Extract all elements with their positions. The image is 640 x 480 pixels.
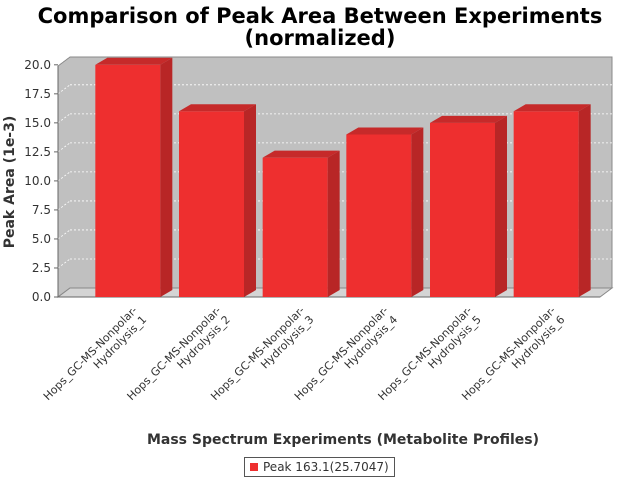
bar-side (327, 150, 340, 297)
gridline-diagonal (57, 55, 71, 66)
bar-front (346, 134, 412, 297)
gridline-diagonal (57, 113, 71, 124)
bar-front (262, 157, 328, 297)
bar-top (95, 57, 173, 65)
x-axis-title: Mass Spectrum Experiments (Metabolite Pr… (147, 432, 539, 448)
y-tick-label: 10.0 (24, 174, 51, 188)
bar (95, 57, 173, 298)
x-tick-labels: Hops_GC-MS-Nonpolar-Hydrolysis_1Hops_GC-… (41, 304, 568, 403)
bar (179, 104, 256, 298)
y-tick-label: 17.5 (24, 87, 51, 101)
legend-swatch (250, 463, 258, 471)
gridline-diagonal (57, 200, 71, 211)
bar (346, 127, 424, 298)
y-axis-title: Peak Area (1e-3) (2, 116, 18, 249)
legend-label: Peak 163.1(25.7047) (263, 460, 389, 474)
y-tick-label: 20.0 (24, 58, 51, 72)
bar-top (346, 127, 424, 135)
bar-side (578, 104, 591, 298)
bar-front (513, 111, 579, 298)
bar (513, 104, 591, 298)
y-tick-labels: 0.0 2.5 5.0 7.5 10.0 12.5 15.0 17.5 20.0 (24, 58, 58, 304)
gridline-diagonal (57, 84, 71, 95)
y-tick-label: 7.5 (32, 203, 51, 217)
bar-front (179, 111, 244, 298)
y-tick-label: 0.0 (32, 290, 51, 304)
legend: Peak 163.1(25.7047) (244, 457, 395, 477)
bar-side (495, 115, 507, 297)
bar-top (262, 150, 340, 158)
gridline-diagonal (57, 229, 71, 240)
y-tick-label: 15.0 (24, 116, 51, 130)
y-tick-label: 5.0 (32, 232, 51, 246)
y-tick-label: 2.5 (32, 261, 51, 275)
gridline-diagonal (57, 258, 71, 269)
bar (430, 115, 507, 297)
chart-title-line-1: Comparison of Peak Area Between Experime… (37, 4, 603, 28)
bar-front (430, 122, 495, 297)
bar-top (179, 104, 256, 112)
bar-front (95, 64, 161, 298)
bars (95, 57, 591, 298)
bar-side (244, 104, 256, 298)
bar-side (411, 127, 424, 298)
gridline-diagonal (57, 171, 71, 182)
gridline-diagonal (57, 142, 71, 153)
y-tick-label: 12.5 (24, 145, 51, 159)
bar-side (160, 57, 173, 298)
bar-top (513, 104, 591, 112)
bar-top (430, 115, 507, 123)
grid-lines (57, 55, 612, 269)
bar (262, 150, 340, 297)
chart-title-line-2: (normalized) (244, 26, 396, 50)
